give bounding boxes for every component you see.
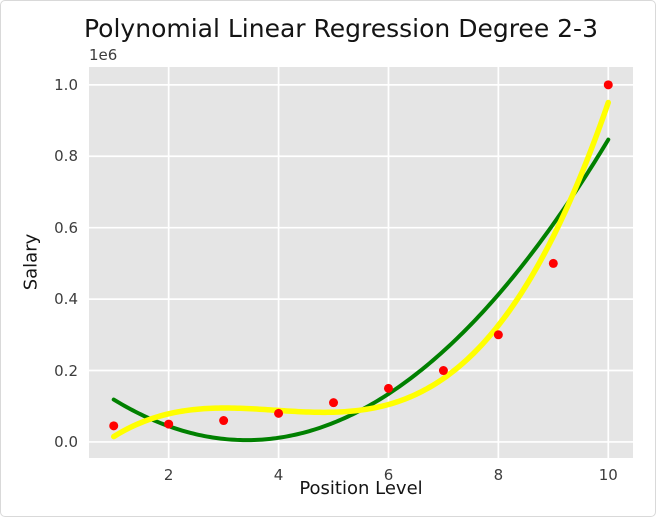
x-tick-label: 10 <box>598 466 618 484</box>
actual-salary-point <box>438 366 448 376</box>
actual-salary-point <box>383 383 393 393</box>
actual-salary-point <box>219 416 229 426</box>
actual-salary-point <box>274 408 284 418</box>
x-tick-label: 6 <box>383 466 394 484</box>
y-tick-label: 0.2 <box>54 361 78 380</box>
plot-area <box>89 67 633 458</box>
actual-salary-point <box>548 258 558 268</box>
chart-title: Polynomial Linear Regression Degree 2-3 <box>84 14 598 43</box>
actual-salary-point <box>603 80 613 90</box>
y-tick-label: 0.6 <box>54 218 78 237</box>
actual-salary-point <box>109 421 119 431</box>
x-tick-label: 4 <box>273 466 284 484</box>
x-axis-label: Position Level <box>299 478 423 499</box>
polynomial-degree-3-fit-line <box>110 99 612 440</box>
y-tick-label: 0.0 <box>54 432 78 451</box>
actual-salary-point <box>493 330 503 340</box>
x-tick-label: 8 <box>493 466 504 484</box>
y-axis-offset-text: 1e6 <box>89 46 118 64</box>
x-tick-label: 2 <box>163 466 174 484</box>
actual-salary-point <box>329 398 339 408</box>
actual-salary-point <box>164 419 174 429</box>
y-tick-label: 0.4 <box>54 290 78 309</box>
y-axis-label: Salary <box>20 233 42 291</box>
y-tick-label: 0.8 <box>54 147 78 166</box>
y-tick-label: 1.0 <box>54 75 78 94</box>
